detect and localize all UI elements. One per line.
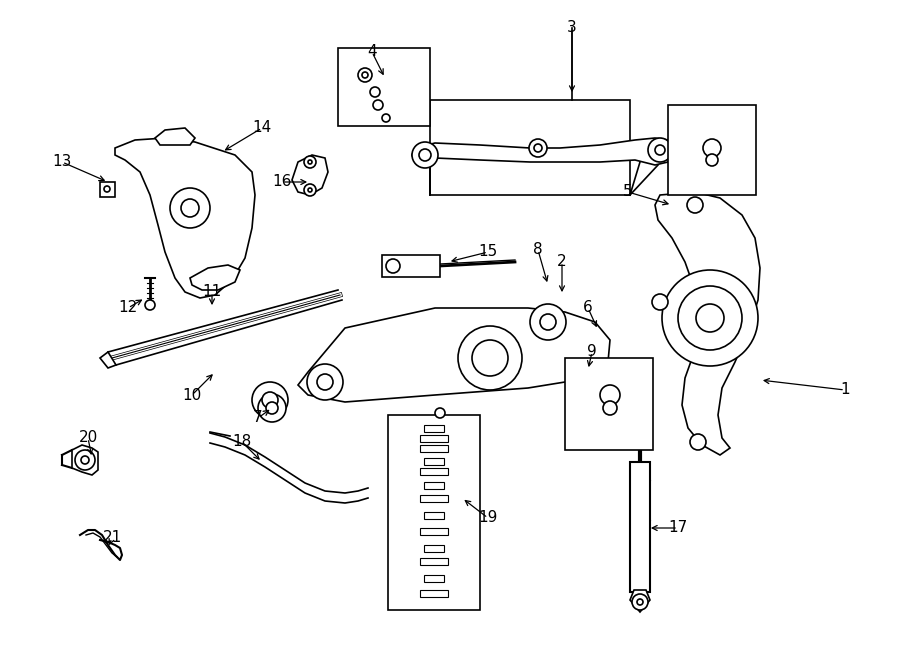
Circle shape: [317, 374, 333, 390]
Circle shape: [304, 156, 316, 168]
Polygon shape: [412, 138, 672, 165]
Bar: [668, 105, 756, 195]
Circle shape: [419, 149, 431, 161]
Circle shape: [104, 186, 110, 192]
Text: 4: 4: [367, 44, 377, 59]
Text: 21: 21: [103, 531, 122, 545]
Bar: [420, 468, 448, 475]
Circle shape: [529, 139, 547, 157]
Bar: [420, 528, 448, 535]
Bar: [424, 425, 444, 432]
Text: 9: 9: [587, 344, 597, 360]
Bar: [382, 255, 440, 277]
Polygon shape: [292, 155, 328, 195]
Bar: [388, 415, 480, 610]
Circle shape: [652, 294, 668, 310]
Circle shape: [655, 145, 665, 155]
Circle shape: [530, 304, 566, 340]
Circle shape: [648, 138, 672, 162]
Circle shape: [382, 114, 390, 122]
Text: 5: 5: [623, 184, 633, 200]
Polygon shape: [155, 128, 195, 145]
Text: 12: 12: [119, 301, 138, 315]
Circle shape: [252, 382, 288, 418]
Polygon shape: [630, 590, 650, 612]
Circle shape: [678, 286, 742, 350]
Polygon shape: [298, 308, 610, 402]
Polygon shape: [655, 192, 760, 455]
Circle shape: [358, 68, 372, 82]
Circle shape: [258, 394, 286, 422]
Circle shape: [308, 160, 312, 164]
Circle shape: [690, 434, 706, 450]
Text: 14: 14: [252, 120, 272, 136]
Text: 20: 20: [78, 430, 97, 446]
Polygon shape: [190, 265, 240, 290]
Bar: [420, 495, 448, 502]
Bar: [424, 458, 444, 465]
Text: 2: 2: [557, 254, 567, 270]
Circle shape: [603, 401, 617, 415]
Bar: [420, 558, 448, 565]
Text: 7: 7: [253, 410, 263, 426]
Circle shape: [262, 392, 278, 408]
Circle shape: [662, 270, 758, 366]
Circle shape: [696, 304, 724, 332]
Text: 6: 6: [583, 301, 593, 315]
Circle shape: [540, 314, 556, 330]
Text: 3: 3: [567, 20, 577, 36]
Bar: [565, 358, 653, 450]
Polygon shape: [115, 138, 255, 298]
Bar: [420, 590, 448, 597]
Text: 8: 8: [533, 243, 543, 258]
Polygon shape: [72, 445, 98, 475]
Circle shape: [632, 594, 648, 610]
Bar: [430, 100, 630, 195]
Text: 19: 19: [478, 510, 498, 525]
Circle shape: [687, 197, 703, 213]
Circle shape: [362, 72, 368, 78]
Bar: [630, 462, 650, 592]
Circle shape: [181, 199, 199, 217]
Bar: [424, 545, 444, 552]
Text: 15: 15: [479, 245, 498, 260]
Text: 16: 16: [273, 175, 292, 190]
Text: 13: 13: [52, 155, 72, 169]
Text: 10: 10: [183, 387, 202, 403]
Circle shape: [373, 100, 383, 110]
Circle shape: [412, 142, 438, 168]
Circle shape: [458, 326, 522, 390]
Circle shape: [145, 300, 155, 310]
Circle shape: [304, 184, 316, 196]
Circle shape: [534, 144, 542, 152]
Circle shape: [370, 87, 380, 97]
Circle shape: [308, 188, 312, 192]
Circle shape: [266, 402, 278, 414]
Circle shape: [170, 188, 210, 228]
Bar: [420, 435, 448, 442]
Circle shape: [703, 139, 721, 157]
Circle shape: [706, 154, 718, 166]
Bar: [424, 482, 444, 489]
Bar: [424, 575, 444, 582]
Text: 11: 11: [202, 284, 221, 299]
Text: 1: 1: [841, 383, 850, 397]
Bar: [424, 512, 444, 519]
Text: 17: 17: [669, 520, 688, 535]
Circle shape: [75, 450, 95, 470]
Circle shape: [386, 259, 400, 273]
Bar: [100, 182, 115, 197]
Polygon shape: [100, 352, 116, 368]
Circle shape: [637, 599, 643, 605]
Bar: [420, 445, 448, 452]
Bar: [338, 48, 430, 126]
Circle shape: [600, 385, 620, 405]
Circle shape: [307, 364, 343, 400]
Circle shape: [472, 340, 508, 376]
Circle shape: [81, 456, 89, 464]
Text: 18: 18: [232, 434, 252, 449]
Circle shape: [435, 408, 445, 418]
